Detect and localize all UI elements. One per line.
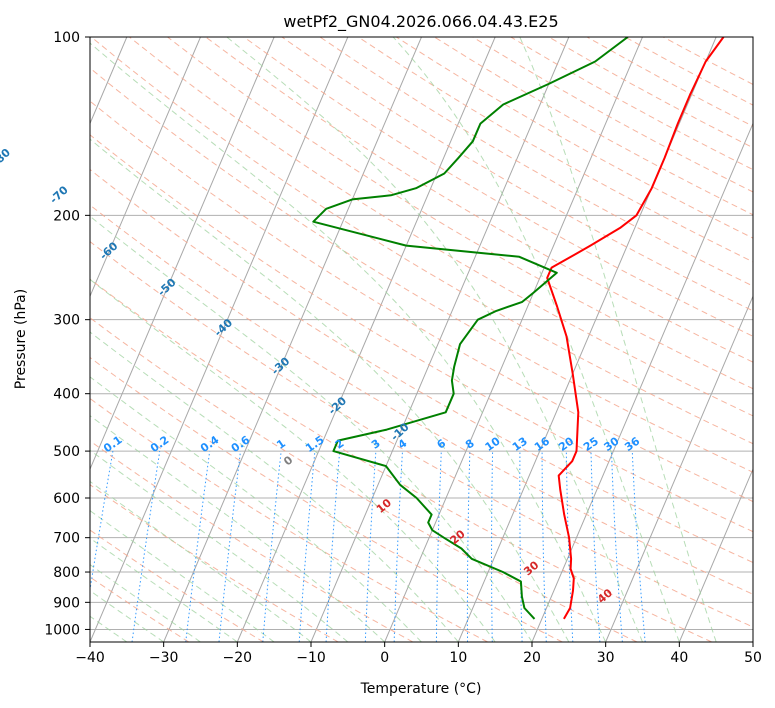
y-axis-label: Pressure (hPa) (13, 289, 29, 389)
profile-series (312, 37, 725, 620)
dry-adiabat-line (90, 168, 753, 564)
mixing-ratio-line (218, 451, 241, 642)
moist-adiabat-line (90, 449, 349, 642)
moist-adiabat-line (90, 215, 533, 642)
plot-frame (89, 36, 754, 643)
dry-adiabat-line (90, 529, 264, 642)
background-lines (90, 37, 753, 642)
y-tick-label: 500 (53, 444, 80, 460)
mixing-ratio-line (90, 451, 114, 593)
dry-adiabat-line (90, 37, 753, 445)
y-tick-label: 400 (53, 387, 80, 403)
dry-adiabat-line (90, 204, 753, 595)
dewpoint-profile-line (312, 37, 629, 620)
mixing-ratio-line (262, 451, 282, 642)
mixing-ratio-line (298, 451, 316, 642)
chart-title: wetPf2_GN04.2026.066.04.43.E25 (283, 12, 558, 32)
temperature-profile-line (546, 37, 725, 620)
y-tick-label: 600 (53, 491, 80, 507)
x-tick-label: 10 (449, 650, 467, 666)
moist-adiabat-line (90, 278, 496, 642)
x-tick-label: 30 (597, 650, 615, 666)
moist-adiabat-line (90, 589, 164, 642)
x-tick-label: −20 (223, 650, 253, 666)
moist-adiabat-line (519, 37, 717, 642)
isotherm-line (605, 295, 753, 642)
moist-adiabat-line (90, 480, 312, 642)
dry-adiabat-line (243, 37, 753, 337)
isotherm-line (678, 467, 753, 642)
moist-adiabat-line (90, 42, 607, 642)
x-tick-label: 20 (523, 650, 541, 666)
dry-adiabat-line (90, 278, 712, 642)
x-tick-label: 0 (380, 650, 389, 666)
dry-adiabat-line (90, 100, 753, 503)
dry-adiabat-line (90, 356, 563, 642)
isotherm-line (163, 37, 422, 642)
dry-adiabat-line (90, 241, 753, 628)
dry-adiabat-line (90, 134, 753, 533)
y-tick-label: 300 (53, 313, 80, 329)
y-tick-label: 200 (53, 208, 80, 224)
moist-adiabat-line (90, 415, 386, 642)
isotherm-line (236, 37, 496, 642)
isotherm-line (90, 37, 275, 471)
moist-adiabat-line (226, 37, 643, 642)
moist-adiabat-line (90, 138, 570, 642)
moist-adiabat-line (392, 37, 680, 642)
x-tick-label: −30 (149, 650, 179, 666)
mixing-ratio-line (131, 451, 161, 642)
y-tick-label: 1000 (44, 622, 80, 638)
isotherm-line (90, 37, 201, 298)
x-axis-label: Temperature (°C) (360, 681, 482, 697)
y-tick-label: 800 (53, 565, 80, 581)
moist-adiabat-line (90, 331, 459, 642)
x-axis: −40 −30 −20 −10 0 10 20 30 40 50 (75, 642, 762, 666)
dry-adiabat-line (90, 484, 339, 642)
x-tick-label: −40 (75, 650, 105, 666)
y-tick-label: 900 (53, 595, 80, 611)
y-tick-label: 700 (53, 531, 80, 547)
y-tick-label: 100 (53, 30, 80, 46)
moist-adiabat-line (90, 376, 422, 642)
dry-adiabat-line (90, 397, 488, 642)
x-tick-label: 40 (670, 650, 688, 666)
y-axis: 100 200 300 400 500 600 700 800 900 1000 (44, 30, 90, 638)
x-tick-label: −10 (296, 650, 326, 666)
isotherm-line (384, 37, 643, 642)
dry-adiabat-line (129, 37, 753, 417)
mixing-ratio-line (631, 451, 646, 642)
isotherm-line (531, 122, 753, 642)
dry-adiabat-line (281, 37, 753, 312)
x-tick-label: 50 (744, 650, 762, 666)
mixing-ratio-line (185, 451, 211, 642)
dry-adiabat-line (90, 440, 414, 642)
dry-adiabat-line (90, 317, 638, 642)
